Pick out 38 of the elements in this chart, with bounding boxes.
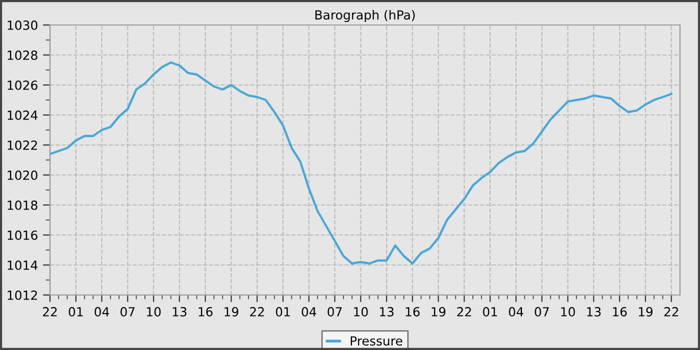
x-tick-label: 22: [664, 307, 678, 316]
x-tick-label: 22: [457, 307, 471, 316]
y-tick-label: 1016: [8, 230, 38, 240]
x-tick-label: 07: [328, 307, 342, 316]
y-tick-label: 1012: [8, 290, 37, 300]
x-tick-label: 04: [302, 307, 316, 316]
x-tick-label: 10: [561, 307, 575, 316]
y-tick-label: 1020: [8, 170, 38, 180]
y-tick-label: 1022: [8, 140, 37, 150]
x-tick-label: 07: [120, 307, 135, 316]
y-tick-label: 1024: [8, 110, 38, 120]
x-tick-label: 01: [276, 307, 290, 316]
x-tick-label: 07: [534, 307, 549, 316]
y-tick-label: 1026: [8, 80, 38, 90]
line-series: [50, 61, 672, 265]
chart-title: Barograph (hPa): [315, 10, 415, 22]
x-tick-label: 22: [42, 307, 57, 316]
x-tick-label: 16: [198, 307, 213, 316]
x-tick-label: 16: [613, 307, 627, 316]
x-tick-label: 13: [587, 307, 601, 316]
x-tick-label: 04: [94, 307, 110, 316]
x-tick-label: 22: [250, 307, 264, 316]
x-tick-label: 10: [354, 307, 368, 316]
y-tick-label: 1028: [8, 50, 38, 60]
x-tick-label: 13: [172, 307, 186, 316]
x-tick-label: 01: [483, 307, 497, 316]
x-tick-label: 10: [146, 307, 161, 316]
y-tick-label: 1030: [8, 20, 38, 30]
x-tick-label: 01: [68, 307, 83, 316]
x-tick-label: 16: [406, 307, 420, 316]
x-tick-label: 19: [638, 307, 653, 316]
y-tick-label: 1014: [8, 260, 38, 270]
x-tick-label: 13: [380, 307, 394, 316]
x-tick-label: 19: [432, 307, 446, 316]
x-tick-label: 19: [224, 307, 238, 316]
x-tick-label: 04: [508, 307, 524, 316]
legend-label: Pressure: [350, 336, 402, 346]
y-tick-label: 1018: [8, 200, 38, 210]
